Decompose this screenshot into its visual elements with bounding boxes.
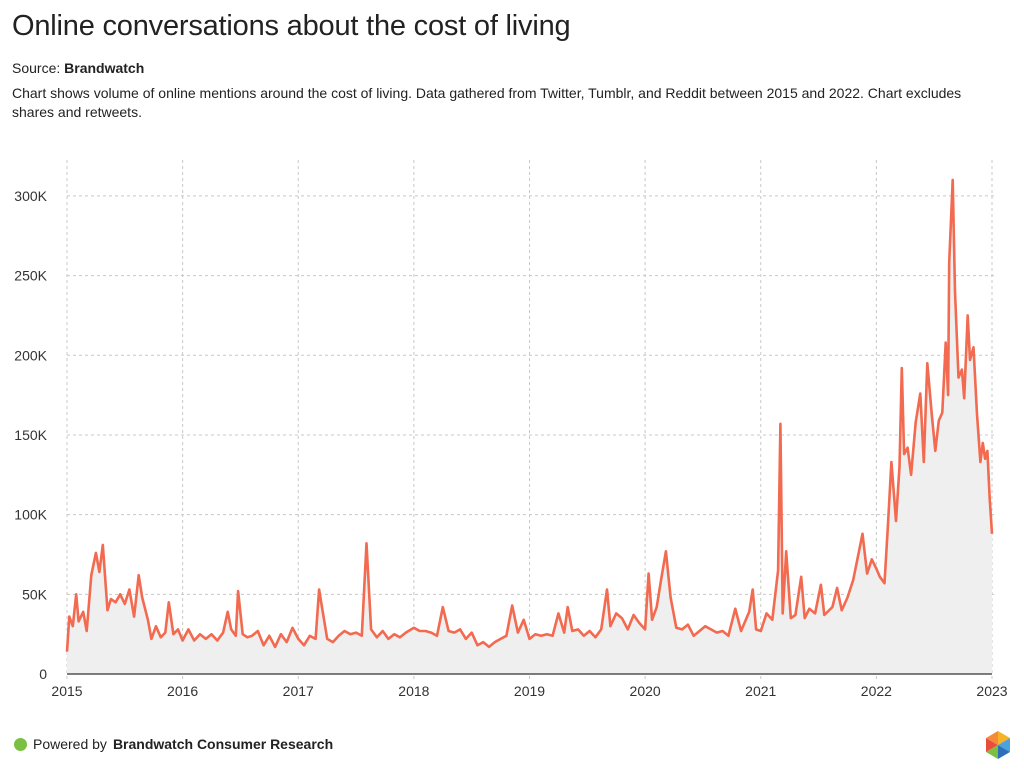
series-line <box>65 178 994 652</box>
page-title: Online conversations about the cost of l… <box>12 10 571 42</box>
x-tick-label: 2016 <box>167 683 198 699</box>
footer: Powered by Brandwatch Consumer Research <box>14 736 333 752</box>
y-tick-label: 250K <box>14 268 47 284</box>
x-tick-label: 2017 <box>283 683 314 699</box>
series-area <box>67 179 992 674</box>
brandwatch-logo-icon[interactable] <box>984 730 1012 760</box>
y-tick-label: 300K <box>14 188 47 204</box>
y-tick-label: 200K <box>14 347 47 363</box>
x-tick-label: 2021 <box>745 683 776 699</box>
y-tick-label: 150K <box>14 427 47 443</box>
x-tick-label: 2019 <box>514 683 545 699</box>
powered-name: Brandwatch Consumer Research <box>112 736 334 752</box>
x-axis: 2015 2016 2017 2018 2019 2020 2021 2022 2023 <box>51 683 1007 699</box>
brand-dot-icon <box>14 737 27 751</box>
x-tick-label: 2018 <box>398 683 429 699</box>
source-line: Source: Brandwatch <box>12 60 144 76</box>
x-tick-label: 2022 <box>861 683 892 699</box>
y-tick-label: 50K <box>22 586 48 602</box>
chart-description: Chart shows volume of online mentions ar… <box>12 85 962 120</box>
x-tick-label: 2020 <box>630 683 661 699</box>
source-label: Source: <box>12 60 61 76</box>
y-tick-label: 0 <box>39 666 47 682</box>
powered-label: Powered by <box>33 736 107 752</box>
y-tick-label: 100K <box>14 507 47 523</box>
x-tick-label: 2015 <box>51 683 82 699</box>
source-name: Brandwatch <box>64 60 145 76</box>
x-tick-label: 2023 <box>976 683 1007 699</box>
grid <box>66 160 996 680</box>
y-axis: 0 50K 100K 150K 200K 250K 300K <box>14 188 47 682</box>
